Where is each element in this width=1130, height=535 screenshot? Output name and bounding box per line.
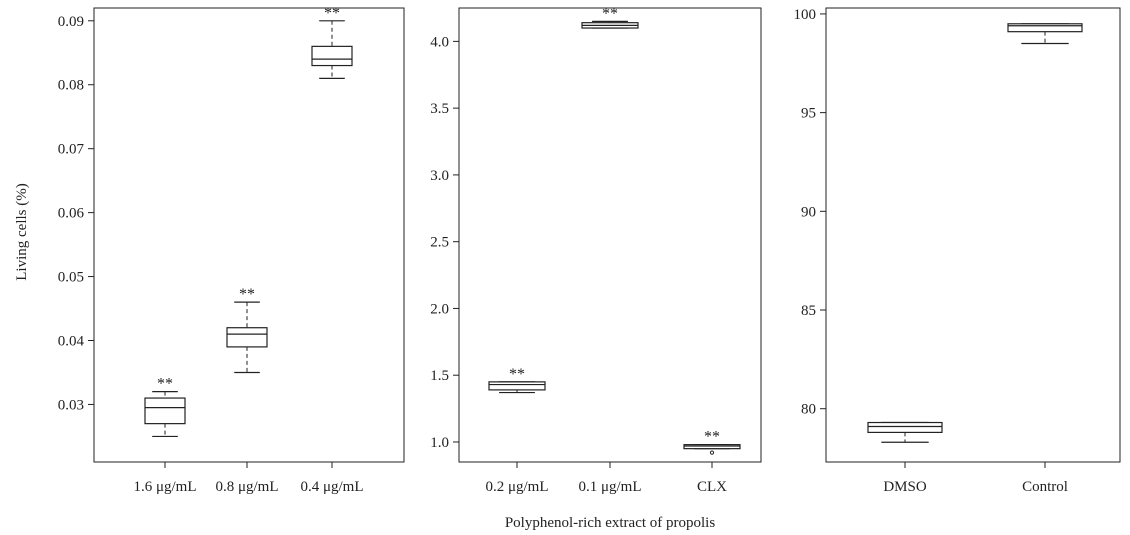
y-tick-label: 2.0 [430, 301, 449, 317]
iqr-box [488, 381, 546, 391]
iqr-box [867, 421, 943, 433]
plot-frame [458, 7, 762, 463]
chart-panel-1: 0.03 0.04 0.05 0.06 0.07 0.08 0.09 1.6 μg/mL ** 0… [58, 5, 405, 495]
chart-panel-2: 1.0 1.5 2.0 2.5 3.0 3.5 4.0 0.2 μg/mL ** 0.1 μg/m… [430, 5, 762, 495]
y-axis-title: Living cells (%) [14, 183, 30, 280]
x-tick-label: 0.1 μg/mL [578, 479, 641, 495]
iqr-box [144, 397, 186, 425]
significance-marker: ** [704, 429, 720, 446]
x-tick-label: 0.2 μg/mL [485, 479, 548, 495]
plot-frame [825, 7, 1121, 463]
chart-panel-3: 80 85 90 95 100 DMSO Control [794, 7, 1121, 495]
x-tick-label: CLX [697, 479, 727, 495]
x-axis-title: Polyphenol-rich extract of propolis [505, 515, 716, 531]
y-tick-label: 1.5 [430, 368, 449, 384]
x-tick-label: 1.6 μg/mL [133, 479, 196, 495]
y-tick-label: 0.09 [58, 14, 84, 30]
y-tick-label: 4.0 [430, 34, 449, 50]
y-tick-label: 85 [801, 303, 816, 319]
outlier-point [709, 450, 715, 455]
x-tick-label: DMSO [883, 479, 927, 495]
plot-frame [93, 7, 405, 463]
significance-marker: ** [509, 366, 525, 383]
significance-marker: ** [324, 5, 340, 22]
y-tick-label: 3.0 [430, 168, 449, 184]
y-tick-label: 95 [801, 106, 816, 122]
iqr-box [226, 327, 268, 348]
y-tick-label: 0.08 [58, 78, 84, 94]
significance-marker: ** [239, 286, 255, 303]
y-tick-label: 2.5 [430, 235, 449, 251]
y-tick-label: 100 [794, 7, 817, 23]
x-tick-label: Control [1022, 479, 1068, 495]
iqr-box [1007, 23, 1083, 33]
iqr-box [683, 444, 741, 450]
y-tick-label: 0.06 [58, 206, 85, 222]
y-tick-label: 80 [801, 402, 816, 418]
y-tick-label: 0.03 [58, 397, 84, 413]
significance-marker: ** [602, 5, 618, 22]
x-tick-label: 0.8 μg/mL [215, 479, 278, 495]
y-tick-label: 3.5 [430, 101, 449, 117]
iqr-box [311, 45, 353, 67]
y-tick-label: 0.04 [58, 334, 85, 350]
y-tick-label: 1.0 [430, 435, 449, 451]
x-tick-label: 0.4 μg/mL [300, 479, 363, 495]
y-tick-label: 0.05 [58, 270, 84, 286]
y-tick-label: 0.07 [58, 142, 85, 158]
significance-marker: ** [157, 376, 173, 393]
y-tick-label: 90 [801, 204, 816, 220]
